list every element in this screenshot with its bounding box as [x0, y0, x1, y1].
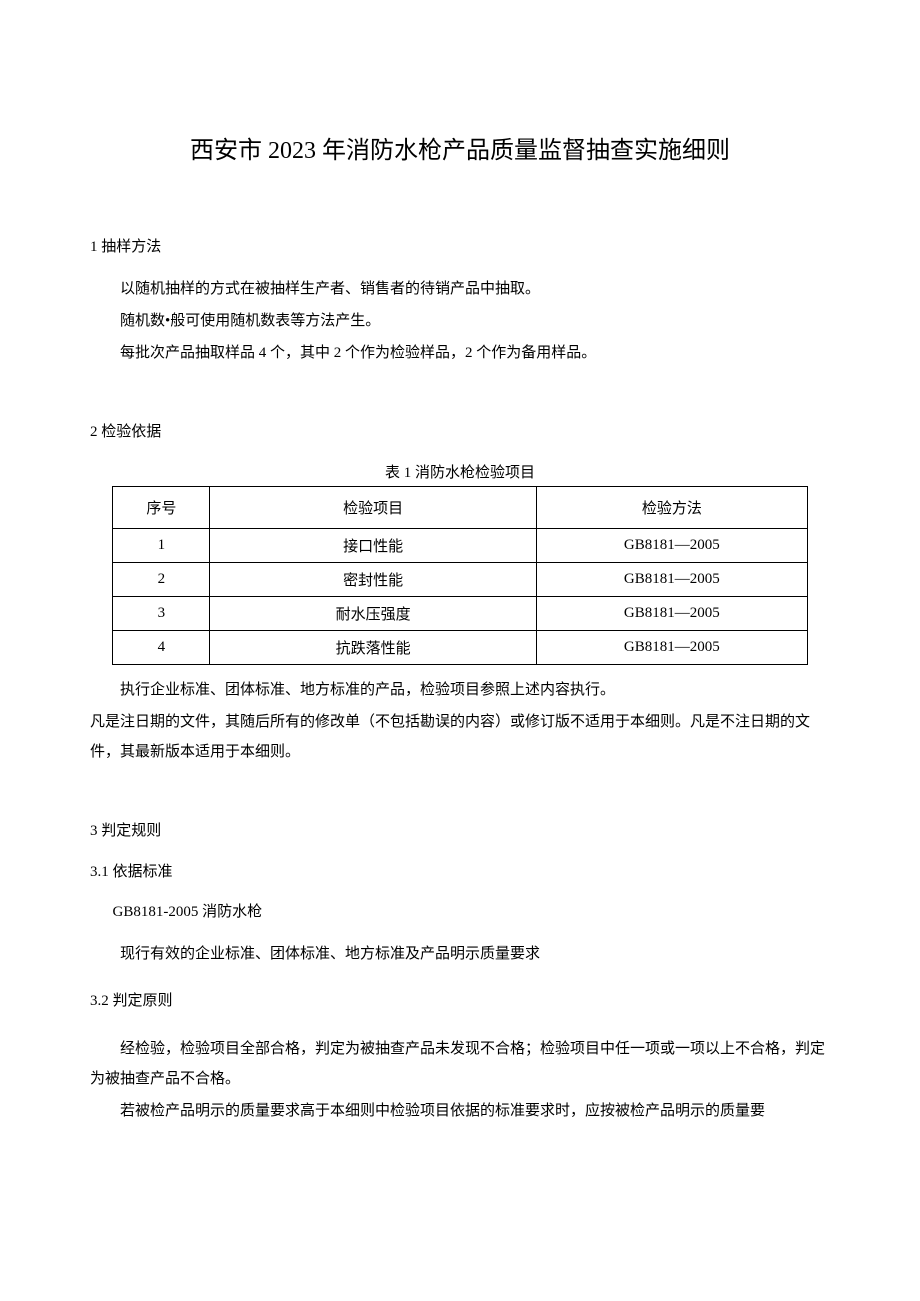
th-item: 检验项目: [210, 487, 536, 529]
cell-item: 接口性能: [210, 529, 536, 563]
cell-method: GB8181—2005: [536, 631, 807, 665]
section32-heading: 3.2 判定原则: [90, 989, 830, 1010]
section1-p1: 以随机抽样的方式在被抽样生产者、销售者的待销产品中抽取。: [90, 274, 830, 304]
table-row: 2 密封性能 GB8181—2005: [113, 563, 808, 597]
section1-p3: 每批次产品抽取样品 4 个，其中 2 个作为检验样品，2 个作为备用样品。: [90, 338, 830, 368]
cell-index: 3: [113, 597, 210, 631]
table-header-row: 序号 检验项目 检验方法: [113, 487, 808, 529]
section1-p2: 随机数•般可使用随机数表等方法产生。: [90, 306, 830, 336]
cell-item: 密封性能: [210, 563, 536, 597]
table-caption: 表 1 消防水枪检验项目: [90, 461, 830, 482]
section31-p2: 现行有效的企业标准、团体标准、地方标准及产品明示质量要求: [90, 939, 830, 969]
section31-p1: GB8181-2005 消防水枪: [90, 897, 830, 927]
inspection-table: 序号 检验项目 检验方法 1 接口性能 GB8181—2005 2 密封性能 G…: [112, 486, 808, 665]
cell-method: GB8181—2005: [536, 563, 807, 597]
table-row: 1 接口性能 GB8181—2005: [113, 529, 808, 563]
table-row: 3 耐水压强度 GB8181—2005: [113, 597, 808, 631]
section32-p2: 若被检产品明示的质量要求高于本细则中检验项目依据的标准要求时，应按被检产品明示的…: [90, 1096, 830, 1126]
th-index: 序号: [113, 487, 210, 529]
cell-item: 耐水压强度: [210, 597, 536, 631]
cell-method: GB8181—2005: [536, 597, 807, 631]
cell-index: 4: [113, 631, 210, 665]
th-method: 检验方法: [536, 487, 807, 529]
cell-index: 2: [113, 563, 210, 597]
section3-heading: 3 判定规则: [90, 819, 830, 840]
cell-index: 1: [113, 529, 210, 563]
section1-heading: 1 抽样方法: [90, 235, 830, 256]
table-row: 4 抗跌落性能 GB8181—2005: [113, 631, 808, 665]
page-title: 西安市 2023 年消防水枪产品质量监督抽查实施细则: [90, 130, 830, 165]
section2-heading: 2 检验依据: [90, 420, 830, 441]
section32-p1: 经检验，检验项目全部合格，判定为被抽查产品未发现不合格；检验项目中任一项或一项以…: [90, 1034, 830, 1094]
cell-method: GB8181—2005: [536, 529, 807, 563]
cell-item: 抗跌落性能: [210, 631, 536, 665]
section2-p2: 凡是注日期的文件，其随后所有的修改单（不包括勘误的内容）或修订版不适用于本细则。…: [90, 707, 830, 767]
section2-p1: 执行企业标准、团体标准、地方标准的产品，检验项目参照上述内容执行。: [90, 675, 830, 705]
section31-heading: 3.1 依据标准: [90, 860, 830, 881]
